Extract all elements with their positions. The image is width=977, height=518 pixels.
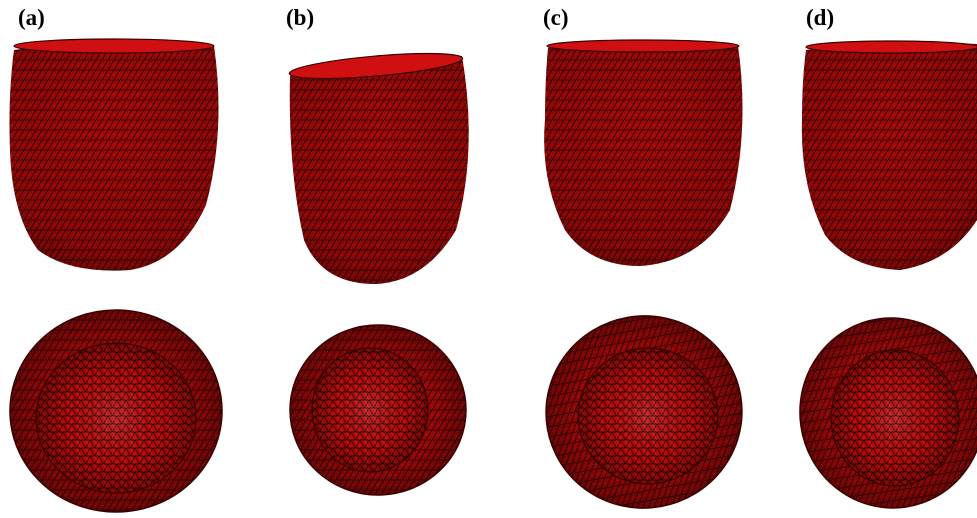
mesh-side-view-b <box>288 52 469 284</box>
panel-label-a: (a) <box>18 5 45 30</box>
mesh-base-view-c <box>545 315 743 509</box>
mesh-side-view-c <box>544 39 743 266</box>
mesh-base-view-d <box>799 317 977 509</box>
panel-label-d: (d) <box>806 5 835 30</box>
mesh-side-view-d <box>801 40 977 270</box>
panel-label-b: (b) <box>286 5 315 30</box>
mesh-side-view-a <box>9 38 219 271</box>
mesh-base-view-b <box>289 324 467 496</box>
mesh-base-view-a <box>9 309 223 513</box>
panel-label-c: (c) <box>543 5 569 30</box>
